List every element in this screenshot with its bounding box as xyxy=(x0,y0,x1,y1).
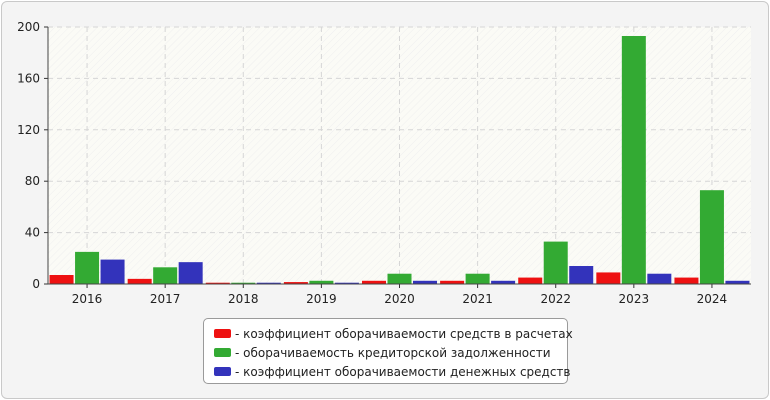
bar xyxy=(100,259,125,284)
legend-swatch xyxy=(214,329,231,338)
bar xyxy=(127,278,152,284)
bar xyxy=(413,280,437,284)
x-tick-label: 2024 xyxy=(697,292,728,306)
y-tick-label: 40 xyxy=(25,226,40,240)
axes xyxy=(44,26,751,288)
legend-item: - оборачиваемость кредиторской задолженн… xyxy=(214,343,567,362)
bar xyxy=(75,251,100,284)
bar xyxy=(231,282,256,284)
bar xyxy=(178,262,203,284)
bar xyxy=(621,35,646,285)
bar xyxy=(387,273,412,284)
x-tick-label: 2016 xyxy=(72,292,103,306)
legend-item: - коэффициент оборачиваемости средств в … xyxy=(214,324,573,343)
bar xyxy=(362,280,386,284)
bar xyxy=(569,266,594,284)
bar xyxy=(334,282,359,284)
legend: - коэффициент оборачиваемости средств в … xyxy=(203,318,573,384)
bar xyxy=(153,267,178,284)
legend-label: - оборачиваемость кредиторской задолженн… xyxy=(235,345,551,360)
y-tick-labels: 0 40 80 120 160 200 xyxy=(17,20,40,291)
bar xyxy=(647,273,672,284)
x-tick-label: 2020 xyxy=(384,292,415,306)
legend-item: - коэффициент оборачиваемости денежных с… xyxy=(214,362,571,381)
bar xyxy=(596,272,621,284)
bars xyxy=(49,35,750,285)
legend-swatch xyxy=(214,348,231,357)
bar xyxy=(309,280,334,284)
legend-label: - коэффициент оборачиваемости средств в … xyxy=(235,326,573,341)
bar xyxy=(49,275,74,284)
bar xyxy=(725,280,750,284)
bar xyxy=(491,280,516,284)
grid-lines xyxy=(48,26,751,284)
bar xyxy=(465,273,490,284)
bar xyxy=(674,277,699,284)
bar xyxy=(256,282,281,284)
legend-swatch xyxy=(214,367,231,376)
y-tick-label: 80 xyxy=(25,174,40,188)
x-tick-label: 2019 xyxy=(306,292,337,306)
x-tick-label: 2022 xyxy=(540,292,571,306)
y-tick-label: 160 xyxy=(17,71,40,85)
bar xyxy=(283,282,308,284)
x-tick-label: 2023 xyxy=(619,292,650,306)
y-tick-label: 0 xyxy=(32,277,40,291)
x-tick-label: 2017 xyxy=(150,292,181,306)
bar xyxy=(518,277,543,284)
bar xyxy=(440,280,465,284)
y-tick-label: 120 xyxy=(17,123,40,137)
x-tick-label: 2021 xyxy=(462,292,493,306)
x-tick-labels: 2016 2017 2018 2019 2020 2021 2022 2023 2024 xyxy=(72,292,727,306)
bar xyxy=(699,190,724,284)
bar xyxy=(543,241,568,284)
legend-label: - коэффициент оборачиваемости денежных с… xyxy=(235,364,571,379)
bar xyxy=(205,282,230,284)
x-tick-label: 2018 xyxy=(228,292,259,306)
y-tick-label: 200 xyxy=(17,20,40,34)
